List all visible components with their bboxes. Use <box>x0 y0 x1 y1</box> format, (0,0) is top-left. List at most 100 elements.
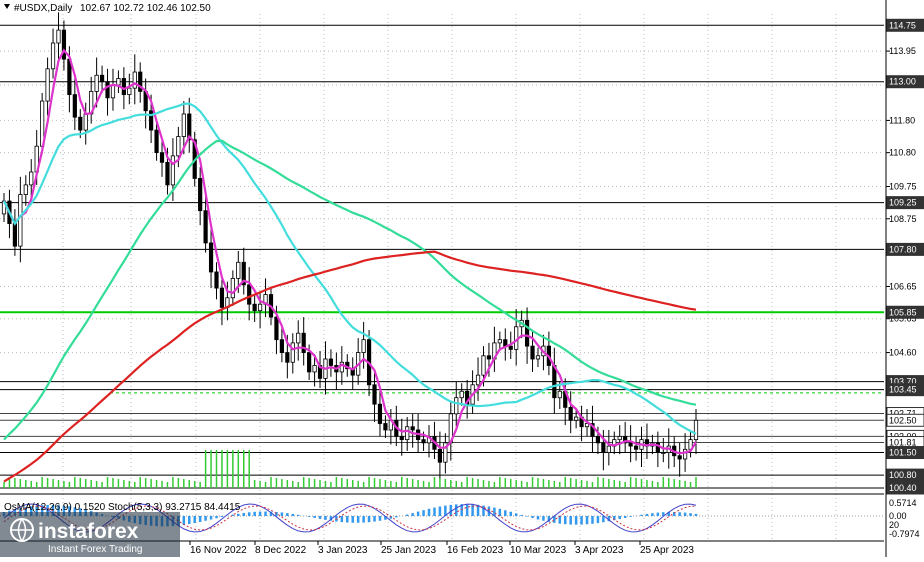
collapse-triangle-icon[interactable] <box>4 4 10 9</box>
candle-body <box>208 242 214 273</box>
candle-body <box>154 129 159 154</box>
candle-body <box>219 287 225 308</box>
price-level-label: 101.81 <box>889 438 917 448</box>
candle-body <box>328 358 334 366</box>
candle-body <box>290 342 295 363</box>
candle-body <box>405 426 410 441</box>
symbol-label: #USDX,Daily <box>14 3 72 14</box>
candle-body <box>214 271 219 289</box>
candle-body <box>410 426 415 431</box>
moving-average-line <box>3 48 697 455</box>
candle-body <box>149 110 154 131</box>
price-tick-label: 113.95 <box>889 46 916 56</box>
candle-body <box>677 455 682 460</box>
price-level-label: 103.70 <box>889 377 917 387</box>
moving-average-line <box>3 102 697 435</box>
candle-body <box>590 423 595 437</box>
candle-body <box>279 339 284 353</box>
candle-body <box>595 436 601 444</box>
candle-body <box>94 74 99 92</box>
candle-body <box>121 78 126 96</box>
price-level-label: 102.71 <box>889 409 917 419</box>
oscillator-label: OsMA(12,26,9) 0.1520 Stoch(5,3,3) 93.271… <box>4 502 241 513</box>
candle-body <box>252 303 257 312</box>
candle-body <box>203 210 208 244</box>
price-level-label: 102.50 <box>889 415 917 425</box>
logo-backdrop <box>0 512 180 557</box>
candle-body <box>454 397 459 415</box>
price-level-label: 103.45 <box>889 385 917 395</box>
candle-body <box>655 442 660 453</box>
candle-body <box>296 332 301 344</box>
candle-body <box>383 423 388 431</box>
candle-body <box>45 68 50 102</box>
time-tick-label: 3 Jan 2023 <box>318 545 368 556</box>
candle-body <box>12 223 17 247</box>
time-tick-label: 16 Feb 2023 <box>447 545 504 556</box>
candle-body <box>23 184 28 195</box>
logo-brand: instaforex <box>38 520 139 543</box>
price-level-label: 113.00 <box>889 77 916 87</box>
candle-body <box>181 113 186 137</box>
candle-body <box>116 78 121 86</box>
candle-body <box>524 319 530 347</box>
price-level-box <box>886 383 924 397</box>
price-level-label: 101.50 <box>889 448 917 458</box>
candle-body <box>530 345 535 360</box>
candle-body <box>557 390 562 399</box>
grid-layer <box>0 14 884 540</box>
time-tick-label: 8 Dec 2022 <box>255 545 307 556</box>
candle-body <box>274 316 279 341</box>
candle-body <box>437 448 443 463</box>
moving-average-line <box>3 250 697 483</box>
price-level-box <box>886 75 924 89</box>
candle-body <box>170 155 176 186</box>
price-tick-label: 106.65 <box>889 281 917 291</box>
price-level-label: 107.80 <box>889 244 917 254</box>
candle-body <box>241 261 246 286</box>
price-level-box <box>886 446 924 460</box>
price-level-box <box>886 413 924 427</box>
candle-body <box>83 113 88 131</box>
candle-body <box>481 355 486 376</box>
candle-body <box>230 278 235 299</box>
candle-body <box>377 403 383 424</box>
candle-body <box>683 448 688 460</box>
candle-body <box>56 29 61 44</box>
candle-body <box>165 161 170 186</box>
candle-body <box>110 84 116 99</box>
candle-body <box>198 178 203 212</box>
oscillator-scale-label: -0.7974 <box>889 529 920 539</box>
price-tick-label: 104.60 <box>889 348 917 358</box>
ohlc-readout: 102.67 102.72 102.46 102.50 <box>80 3 211 14</box>
chart-header: #USDX,Daily 102.67 102.72 102.46 102.50 <box>4 3 211 14</box>
candle-body <box>606 445 611 453</box>
candle-body <box>127 87 132 96</box>
candle-body <box>72 94 77 118</box>
candle-body <box>475 374 481 386</box>
time-tick-label: 3 Apr 2023 <box>575 545 624 556</box>
candle-body <box>443 442 448 463</box>
price-level-box <box>886 242 924 256</box>
oscillator-scale-label: 0.5714 <box>889 498 917 508</box>
candle-body <box>399 436 404 441</box>
candle-body <box>312 365 317 373</box>
candle-body <box>497 339 502 344</box>
price-tick-label: 110.80 <box>889 148 916 158</box>
candle-body <box>61 29 67 60</box>
price-level-label: 109.25 <box>889 198 917 208</box>
price-axis: 113.95112.90111.80110.80109.75108.75106.… <box>885 0 924 557</box>
candle-body <box>50 42 56 70</box>
oscillator-scale-label: 0.00 <box>889 511 907 521</box>
candle-body <box>159 152 165 163</box>
price-tick-label: 111.80 <box>889 115 915 125</box>
candle-body <box>361 339 366 353</box>
price-level-box <box>886 468 924 482</box>
time-tick-label: 10 Mar 2023 <box>510 545 567 556</box>
price-level-label: 114.75 <box>889 20 916 30</box>
candle-body <box>574 416 579 421</box>
price-level-label: 105.85 <box>889 307 917 317</box>
candle-body <box>18 194 23 247</box>
